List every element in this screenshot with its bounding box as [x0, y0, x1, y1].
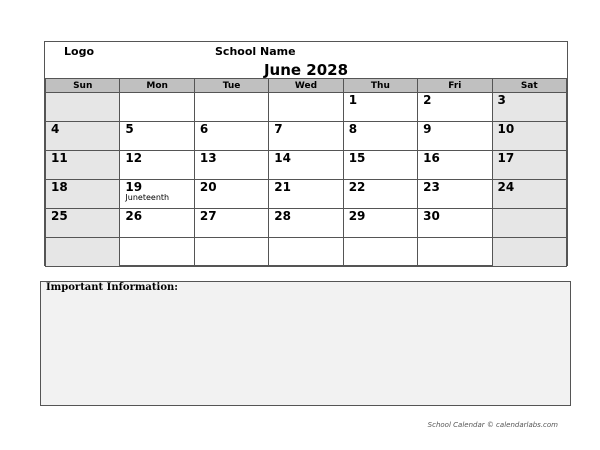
weekday-header: Fri: [417, 78, 493, 93]
day-cell: 1: [342, 92, 419, 122]
logo: Logo: [64, 45, 94, 58]
day-number: 15: [348, 151, 366, 165]
day-cell: 8: [342, 121, 419, 151]
month-title: June 2028: [263, 61, 349, 79]
day-cell: 11: [44, 150, 121, 180]
day-cell: 13: [193, 150, 270, 180]
day-cell: 12: [119, 150, 195, 180]
day-cell: 3: [491, 92, 568, 122]
day-cell: [342, 237, 419, 267]
day-number: 27: [199, 209, 217, 223]
day-cell: [44, 92, 121, 122]
day-cell: 18: [44, 179, 121, 209]
day-cell: [491, 208, 568, 238]
day-cell: [44, 237, 121, 267]
day-cell: 5: [119, 121, 195, 151]
day-number: 17: [497, 151, 515, 165]
day-cell: 10: [491, 121, 568, 151]
day-number: 29: [348, 209, 366, 223]
day-cell: 2: [417, 92, 493, 122]
day-number: 18: [51, 180, 68, 194]
day-number: 13: [199, 151, 217, 165]
day-cell: [268, 237, 344, 267]
day-number: 1: [348, 93, 358, 107]
day-cell: 26: [119, 208, 195, 238]
week-row: 25 26 27 28 29 30: [44, 208, 568, 238]
day-number: 14: [274, 151, 291, 165]
day-cell: [119, 92, 195, 122]
day-cell: 17: [491, 150, 568, 180]
day-cell: 29: [342, 208, 419, 238]
day-number: 5: [125, 122, 134, 136]
week-row: 11 12 13 14 15 16 17: [44, 150, 568, 180]
day-cell: 9: [417, 121, 493, 151]
day-cell: 24: [491, 179, 568, 209]
day-cell: 23: [417, 179, 493, 209]
day-number: 8: [348, 122, 358, 136]
day-cell: [119, 237, 195, 267]
day-number: 7: [274, 122, 283, 136]
calendar: Logo School Name June 2028 Sun Mon Tue Wed T…: [44, 41, 568, 267]
weekday-header: Tue: [193, 78, 270, 93]
day-cell: 4: [44, 121, 121, 151]
day-number: 30: [423, 209, 440, 223]
day-cell: 27: [193, 208, 270, 238]
weekday-header: Mon: [119, 78, 195, 93]
day-cell: [491, 237, 568, 267]
day-cell: [268, 92, 344, 122]
day-number: 28: [274, 209, 291, 223]
day-number: 26: [125, 209, 143, 223]
day-cell: 7: [268, 121, 344, 151]
weekday-header: Sat: [491, 78, 568, 93]
day-cell: 16: [417, 150, 493, 180]
day-number: 11: [51, 151, 68, 165]
day-number: 24: [497, 180, 515, 194]
week-row: 18 19 Juneteenth 20 21 22 23 24: [44, 179, 568, 209]
day-cell: 25: [44, 208, 121, 238]
week-row: 1 2 3: [44, 92, 568, 122]
calendar-header: Logo School Name June 2028: [45, 42, 567, 79]
day-cell: 21: [268, 179, 344, 209]
day-cell: [193, 237, 270, 267]
day-cell: 28: [268, 208, 344, 238]
day-number: 19: [125, 180, 143, 194]
day-number: 12: [125, 151, 143, 165]
footer-credit: School Calendar © calendarlabs.com: [427, 421, 558, 429]
day-number: 22: [348, 180, 366, 194]
day-cell: 15: [342, 150, 419, 180]
day-number: 3: [497, 93, 506, 107]
day-number: 21: [274, 180, 291, 194]
week-row: 4 5 6 7 8 9 10: [44, 121, 568, 151]
day-number: 6: [199, 122, 209, 136]
day-cell: 14: [268, 150, 344, 180]
day-cell: 6: [193, 121, 270, 151]
day-cell: 20: [193, 179, 270, 209]
week-row: [44, 237, 568, 267]
holiday-note: Juneteenth: [125, 193, 170, 202]
day-cell: [417, 237, 493, 267]
day-cell: 30: [417, 208, 493, 238]
school-name: School Name: [215, 45, 296, 58]
day-number: 9: [423, 122, 432, 136]
day-cell: [193, 92, 270, 122]
day-number: 16: [423, 151, 440, 165]
weekday-header: Sun: [44, 78, 121, 93]
important-info-label: Important Information:: [46, 282, 178, 293]
calendar-grid: Sun Mon Tue Wed Thu Fri Sat 1 2 3 4 5 6 7 8 9 10 11 12 13 1…: [44, 78, 568, 267]
day-cell: 19 Juneteenth: [119, 179, 195, 209]
weekday-header: Wed: [268, 78, 344, 93]
day-cell: 22: [342, 179, 419, 209]
day-number: 23: [423, 180, 440, 194]
day-number: 2: [423, 93, 432, 107]
day-number: 4: [51, 122, 60, 136]
day-number: 10: [497, 122, 515, 136]
important-info-box: Important Information:: [40, 281, 571, 406]
day-number: 20: [199, 180, 217, 194]
day-number: 25: [51, 209, 68, 223]
weekday-header: Thu: [342, 78, 419, 93]
